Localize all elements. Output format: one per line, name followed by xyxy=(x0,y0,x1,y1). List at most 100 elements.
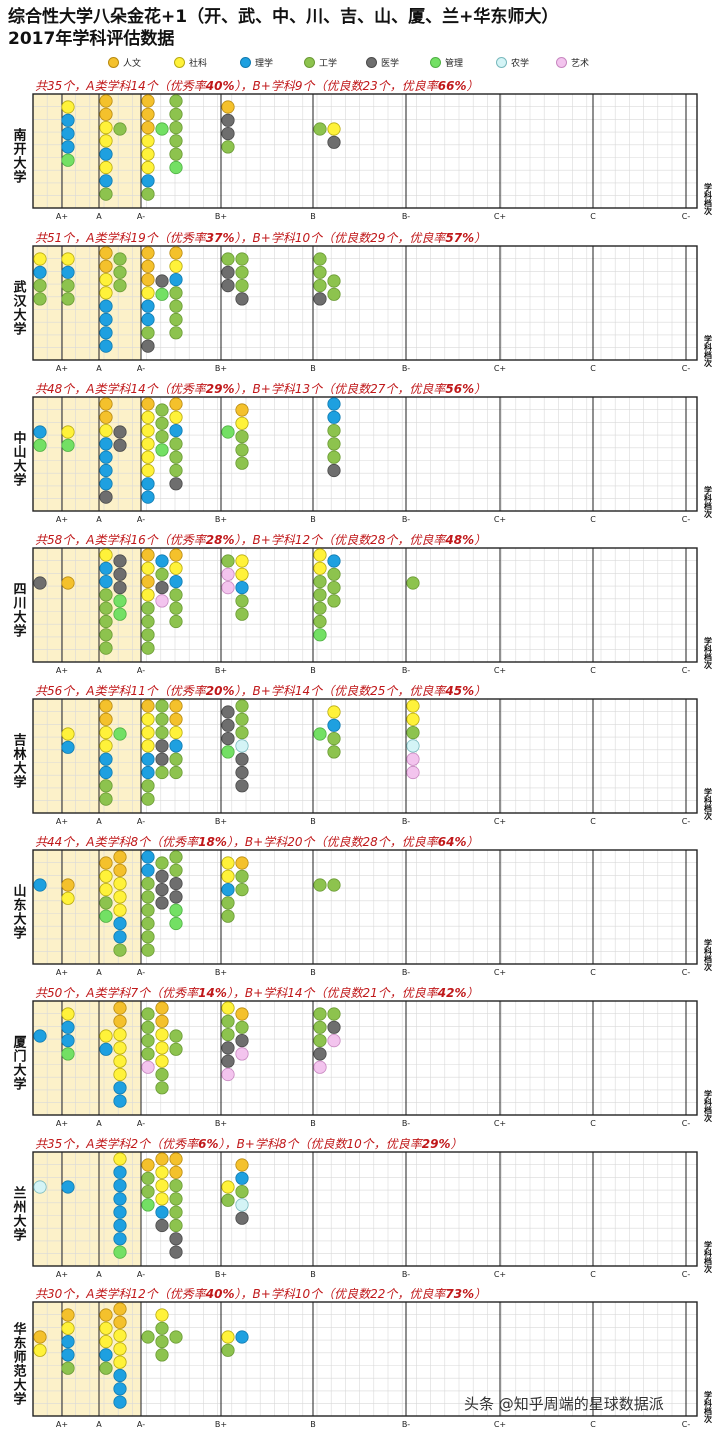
data-point xyxy=(113,438,127,452)
data-point xyxy=(169,903,183,917)
data-point xyxy=(113,890,127,904)
data-point xyxy=(99,628,113,642)
panel-stats: 共56个，A类学科11个（优秀率20%），B+学科14个（优良数25个，优良率4… xyxy=(35,684,487,698)
panel-stats: 共30个，A类学科12个（优秀率40%），B+学科10个（优良数22个，优良率7… xyxy=(35,1287,487,1301)
stats-a-rate: 20% xyxy=(205,684,235,698)
data-point xyxy=(327,287,341,301)
data-point xyxy=(141,410,155,424)
data-point xyxy=(113,943,127,957)
stats-good-prefix: （优良数28个，优良率 xyxy=(314,835,438,849)
data-point xyxy=(327,122,341,136)
grade-tick-label: A xyxy=(96,968,102,977)
data-point xyxy=(99,601,113,615)
data-point xyxy=(235,752,249,766)
data-point xyxy=(221,1180,235,1194)
grade-tick-label: A- xyxy=(137,1270,145,1279)
data-point xyxy=(235,607,249,621)
stats-b-plus: B+学科10个 xyxy=(252,231,323,245)
legend-dot xyxy=(174,57,185,68)
grade-tick-label: C- xyxy=(682,1270,691,1279)
grade-tick-label: B xyxy=(310,968,316,977)
data-point xyxy=(33,292,47,306)
data-point xyxy=(113,1081,127,1095)
stats-a-rate: 28% xyxy=(205,533,235,547)
data-point xyxy=(327,463,341,478)
university-panel: 共44个，A类学科8个（优秀率18%），B+学科20个（优良数28个，优良率64… xyxy=(0,833,720,983)
data-point xyxy=(406,739,420,753)
data-point xyxy=(169,134,183,148)
data-point xyxy=(169,1042,183,1056)
data-point xyxy=(113,1218,127,1233)
data-point xyxy=(99,272,113,287)
data-point xyxy=(61,891,75,905)
data-point xyxy=(327,745,341,759)
data-point xyxy=(99,752,113,766)
plot-area xyxy=(33,1302,697,1416)
grade-tick-label: C xyxy=(590,515,596,524)
grade-tick-label: A- xyxy=(137,364,145,373)
data-point xyxy=(169,1205,183,1219)
data-point xyxy=(61,425,75,439)
data-point xyxy=(169,326,183,340)
stats-total: 共30个 xyxy=(35,1287,75,1301)
data-point xyxy=(141,1007,155,1021)
data-point xyxy=(99,1361,113,1375)
data-point xyxy=(99,1029,113,1043)
data-point xyxy=(235,1158,249,1172)
stats-a-class: A类学科19个 xyxy=(86,231,158,245)
stats-good-prefix: （优良数22个，优良率 xyxy=(322,1287,446,1301)
stats-a-class: A类学科14个 xyxy=(86,79,158,93)
grade-tick-label: A xyxy=(96,817,102,826)
data-point xyxy=(141,765,155,780)
grade-tick-label: A+ xyxy=(56,968,68,977)
data-point xyxy=(141,397,155,411)
data-point xyxy=(221,554,235,568)
stats-good-rate: 42% xyxy=(437,986,467,1000)
data-point xyxy=(235,739,249,753)
panel-stats: 共35个，A类学科14个（优秀率40%），B+学科9个（优良数23个，优良率66… xyxy=(35,79,479,93)
legend-label: 艺术 xyxy=(571,59,590,69)
data-point xyxy=(235,403,249,417)
grade-tick-label: B+ xyxy=(215,515,227,524)
axis-side-label: 学科档次 xyxy=(698,1004,718,1122)
grade-tick-label: A- xyxy=(137,1119,145,1128)
data-point xyxy=(113,1355,127,1369)
data-point xyxy=(221,705,235,719)
grade-tick-label: B xyxy=(310,666,316,675)
grade-tick-label: C- xyxy=(682,212,691,221)
data-point xyxy=(99,712,113,726)
university-label: 华东师范大学 xyxy=(3,1305,33,1423)
university-label: 南开大学 xyxy=(3,97,33,215)
a-class-highlight xyxy=(33,246,141,360)
grade-tick-label: A+ xyxy=(56,515,68,524)
data-point xyxy=(113,1067,127,1082)
data-point xyxy=(141,1047,155,1061)
data-point xyxy=(113,1192,127,1206)
title-line-2: 2017年学科评估数据 xyxy=(8,29,175,49)
data-point xyxy=(33,438,47,452)
data-point xyxy=(155,1218,169,1233)
data-point xyxy=(155,1081,169,1095)
data-point xyxy=(235,1033,249,1048)
data-point xyxy=(155,554,169,568)
data-point xyxy=(235,1047,249,1061)
data-point xyxy=(61,292,75,306)
grade-tick-label: C xyxy=(590,666,596,675)
data-point xyxy=(169,312,183,327)
data-point xyxy=(169,752,183,766)
stats-b-plus: B+学科14个 xyxy=(252,684,323,698)
plot-frame xyxy=(32,396,698,512)
data-point xyxy=(113,425,127,439)
data-point xyxy=(155,1165,169,1179)
grade-tick-label: A+ xyxy=(56,1270,68,1279)
plot-frame xyxy=(32,93,698,209)
data-point xyxy=(327,580,341,595)
data-point xyxy=(169,299,183,313)
university-label: 山东大学 xyxy=(3,853,33,971)
grade-tick-label: A+ xyxy=(56,364,68,373)
data-point xyxy=(113,930,127,944)
data-point xyxy=(61,727,75,741)
grade-tick-label: A xyxy=(96,1420,102,1429)
data-point xyxy=(113,903,127,917)
axis-side-label: 学科档次 xyxy=(698,702,718,820)
